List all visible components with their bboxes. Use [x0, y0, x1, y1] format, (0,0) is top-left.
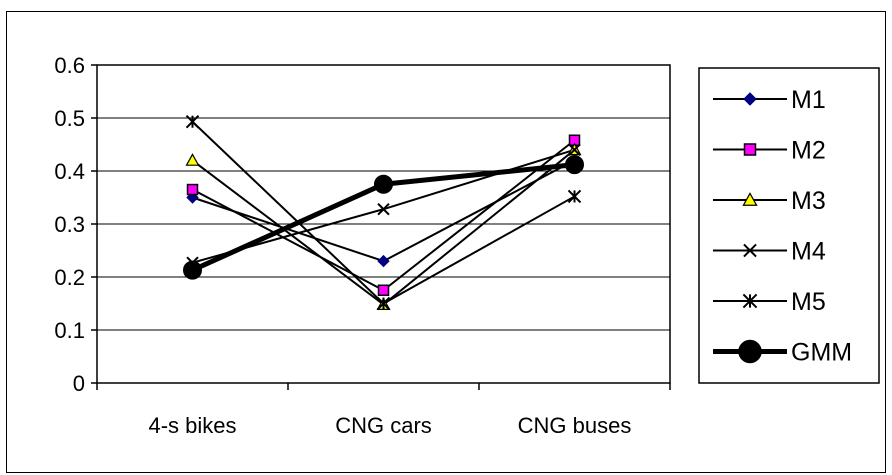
x-marker-stroke — [377, 202, 390, 216]
data-point-m5 — [567, 189, 582, 204]
legend-marker — [742, 192, 758, 206]
diamond-marker — [743, 92, 757, 106]
axes: 0 0.1 0.2 0.3 0.4 0.5 0.6 4-s bikes CNG cars CNG … — [54, 53, 671, 438]
legend-marker — [738, 339, 762, 364]
x-tick-label: CNG buses — [518, 413, 632, 438]
legend-marker — [743, 92, 757, 106]
square-marker — [743, 143, 757, 156]
legend: M1 M2 M3 M4 M5 GMM — [698, 67, 880, 384]
data-point-m1 — [377, 254, 390, 268]
x-tick-label: 4-s bikes — [148, 413, 236, 438]
legend-item-m1: M1 — [713, 86, 826, 114]
x-marker-stroke — [568, 143, 581, 157]
data-point-m5 — [376, 296, 391, 311]
triangle-marker — [742, 192, 758, 206]
legend-label: M5 — [791, 288, 826, 316]
legend-item-m5: M5 — [713, 288, 826, 316]
legend-marker — [742, 293, 758, 309]
data-point-m2 — [377, 284, 390, 296]
data-point-m5 — [185, 115, 200, 129]
y-tick-label: 0.3 — [54, 212, 85, 237]
legend-label: M3 — [791, 187, 826, 215]
x-tick-label: CNG cars — [335, 413, 432, 438]
circle-marker — [738, 339, 762, 364]
legend-label: M2 — [791, 137, 826, 165]
series-line-m2 — [192, 139, 576, 292]
data-point-m2 — [186, 183, 199, 196]
series-line-m5 — [191, 120, 575, 305]
legend-label: M4 — [791, 238, 826, 266]
data-point-m4 — [377, 202, 390, 216]
y-tick-label: 0.2 — [54, 265, 85, 290]
circle-marker — [183, 260, 202, 280]
y-tick-label: 0.5 — [54, 106, 85, 131]
triangle-marker — [185, 153, 200, 166]
data-point-m3 — [185, 153, 200, 166]
legend-item-m4: M4 — [713, 238, 826, 266]
data-point-gmm — [565, 155, 584, 175]
series-markers — [183, 115, 584, 311]
circle-marker — [374, 174, 393, 194]
legend-item-gmm: GMM — [713, 339, 852, 367]
y-tick-label: 0.4 — [54, 159, 85, 184]
y-tick-label: 0.6 — [54, 53, 85, 78]
x-marker-stroke — [743, 243, 757, 258]
y-tick-label: 0.1 — [54, 318, 85, 343]
data-point-gmm — [183, 260, 202, 280]
diamond-marker — [377, 254, 390, 268]
data-point-m4 — [568, 143, 581, 157]
legend-item-m3: M3 — [713, 187, 826, 215]
circle-marker — [565, 155, 584, 175]
data-point-gmm — [374, 174, 393, 194]
y-tick-label: 0 — [73, 371, 85, 396]
legend-marker — [743, 143, 757, 156]
legend-label: M1 — [791, 86, 826, 114]
legend-item-m2: M2 — [713, 137, 826, 165]
legend-label: GMM — [791, 339, 852, 367]
legend-box — [698, 67, 880, 384]
square-marker — [186, 183, 199, 196]
legend-marker — [743, 243, 757, 258]
square-marker — [377, 284, 390, 296]
